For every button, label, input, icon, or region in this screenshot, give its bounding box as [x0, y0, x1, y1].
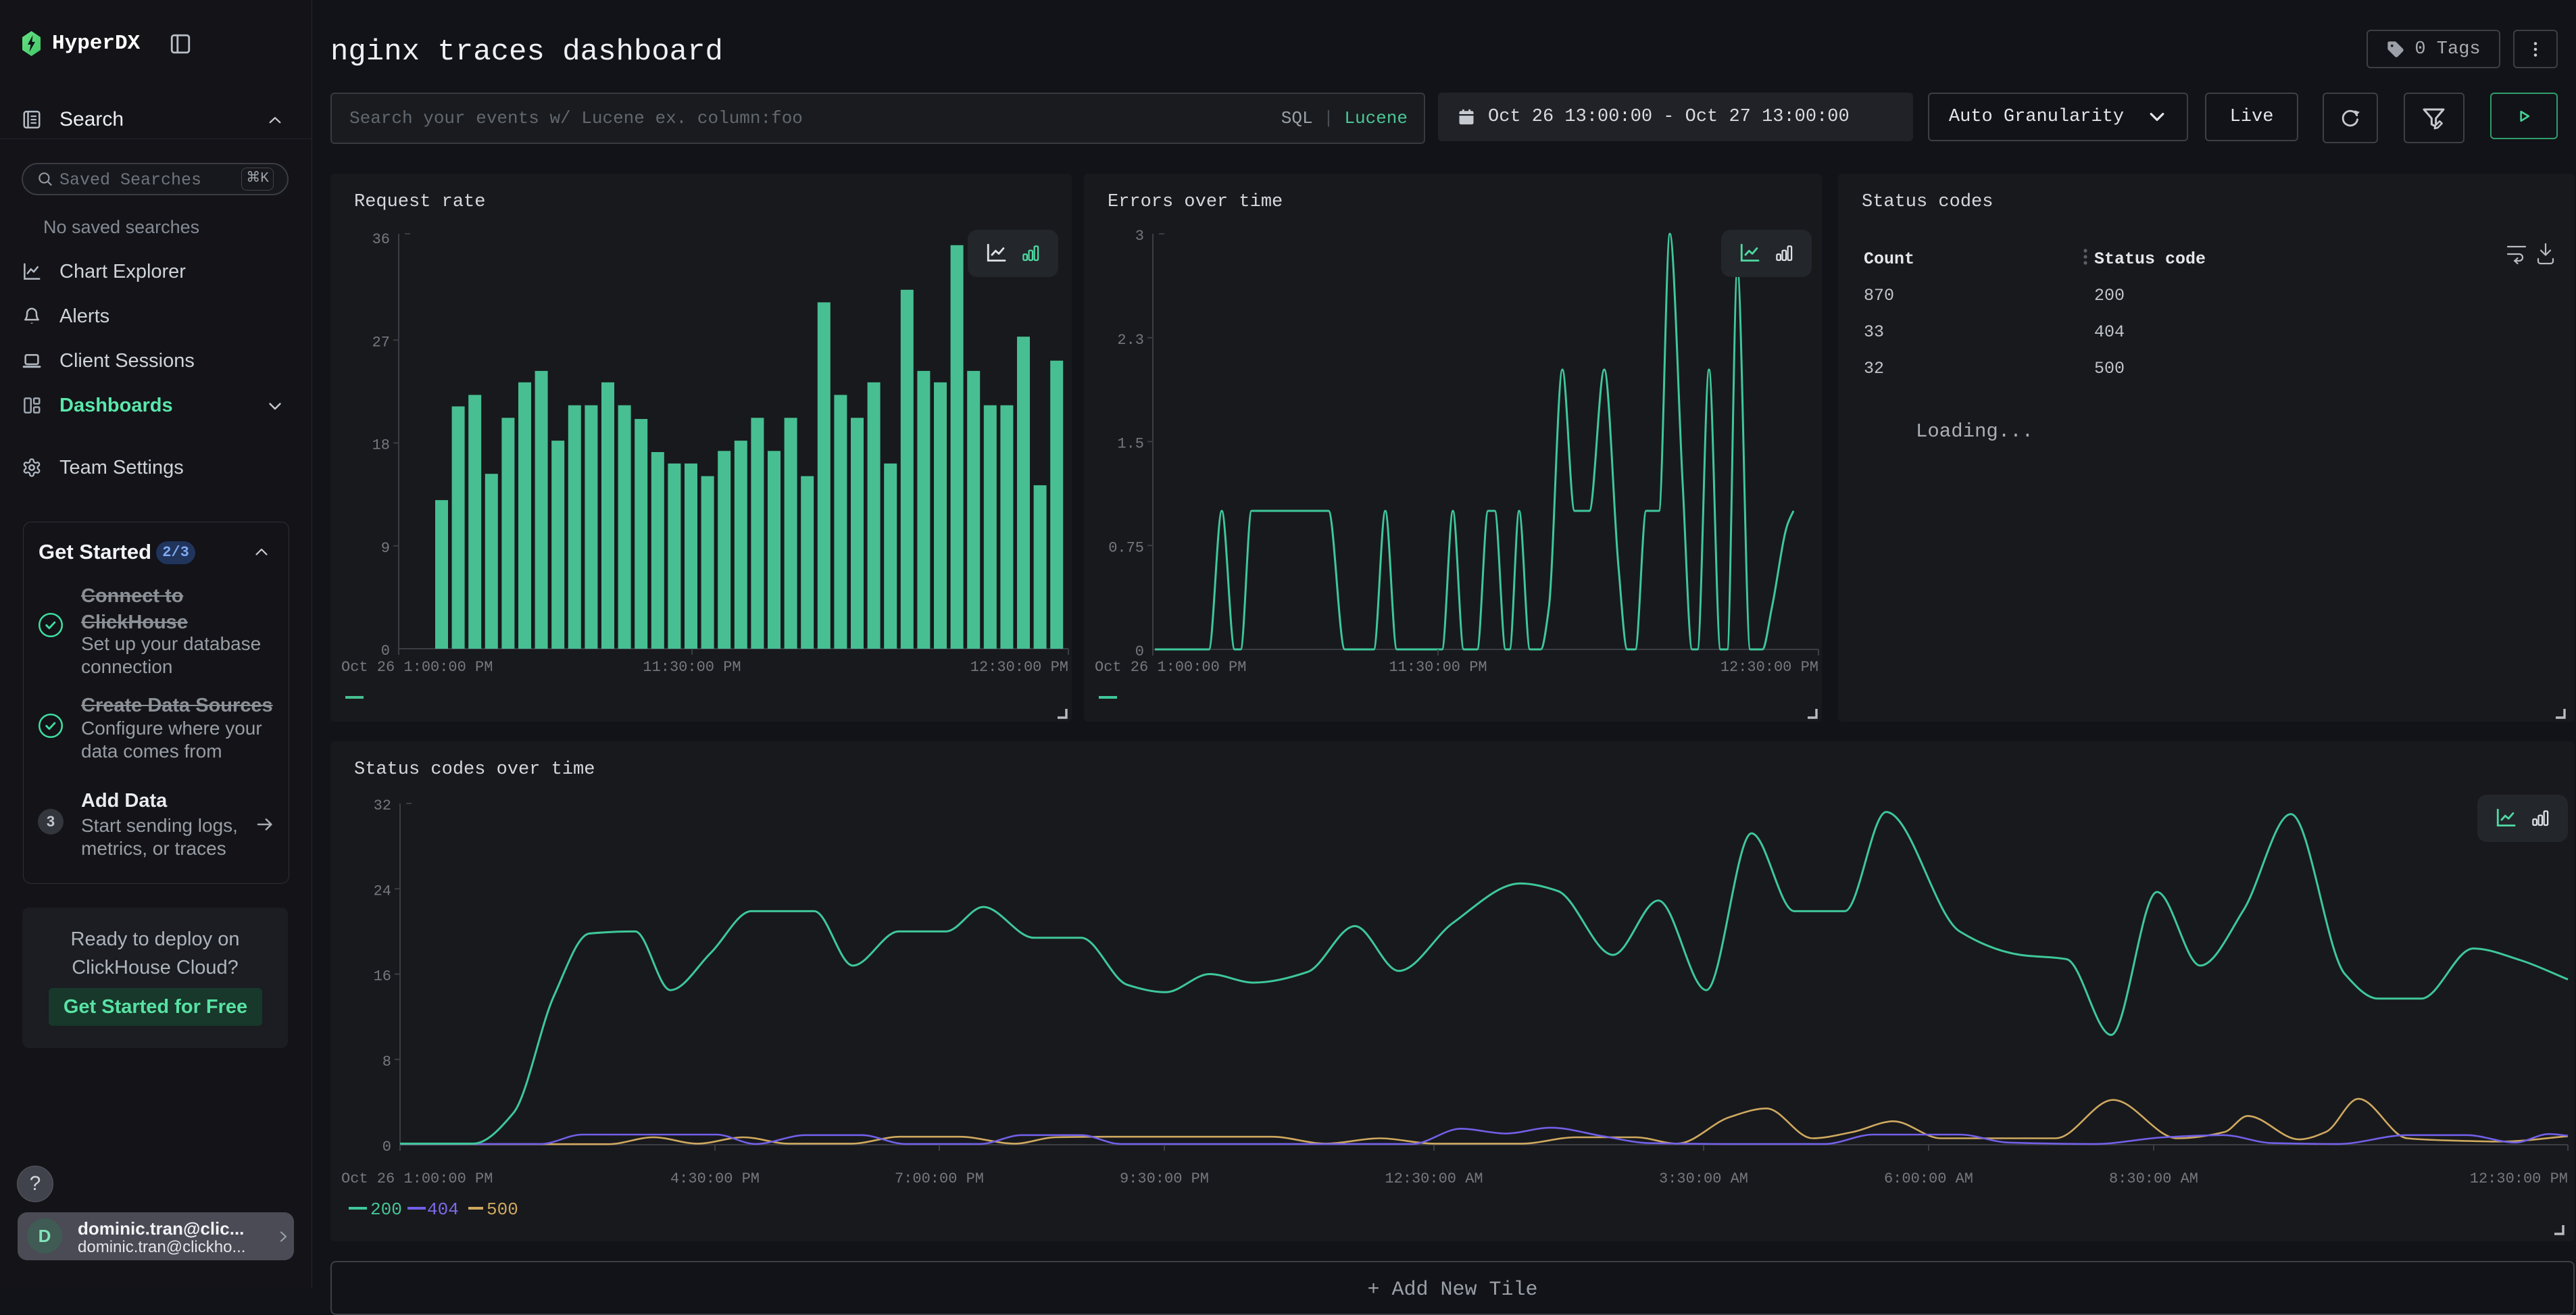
svg-text:6:00:00 AM: 6:00:00 AM: [1884, 1170, 1973, 1187]
svg-text:Oct 26 1:00:00 PM: Oct 26 1:00:00 PM: [1095, 659, 1246, 676]
svg-text:Count: Count: [1864, 249, 1914, 269]
svg-text:0: 0: [382, 1139, 391, 1156]
svg-text:24: 24: [374, 883, 391, 899]
svg-text:11:30:00 PM: 11:30:00 PM: [1389, 659, 1487, 676]
svg-text:16: 16: [374, 968, 391, 985]
svg-text:12:30:00 PM: 12:30:00 PM: [2470, 1170, 2568, 1187]
svg-text:Oct 26 1:00:00 PM: Oct 26 1:00:00 PM: [341, 1170, 493, 1187]
svg-text:11:30:00 PM: 11:30:00 PM: [643, 659, 741, 676]
svg-text:12:30:00 PM: 12:30:00 PM: [970, 659, 1068, 676]
svg-text:Status code: Status code: [2094, 249, 2206, 269]
svg-text:404: 404: [427, 1199, 459, 1220]
svg-text:200: 200: [2094, 286, 2125, 305]
svg-text:200: 200: [370, 1199, 402, 1220]
svg-text:18: 18: [372, 437, 390, 454]
svg-text:500: 500: [487, 1199, 518, 1220]
svg-text:8:30:00 AM: 8:30:00 AM: [2109, 1170, 2198, 1187]
svg-text:12:30:00 PM: 12:30:00 PM: [1720, 659, 1818, 676]
svg-text:0: 0: [1135, 643, 1144, 660]
svg-text:36: 36: [372, 231, 390, 248]
svg-text:3: 3: [1135, 228, 1144, 245]
svg-text:0.75: 0.75: [1108, 539, 1144, 556]
svg-text:9:30:00 PM: 9:30:00 PM: [1120, 1170, 1209, 1187]
svg-text:32: 32: [1864, 359, 1884, 378]
svg-text:404: 404: [2094, 322, 2125, 342]
svg-text:33: 33: [1864, 322, 1884, 342]
svg-text:870: 870: [1864, 286, 1894, 305]
svg-text:4:30:00 PM: 4:30:00 PM: [670, 1170, 760, 1187]
svg-text:7:00:00 PM: 7:00:00 PM: [895, 1170, 984, 1187]
svg-text:Loading...: Loading...: [1916, 420, 2033, 443]
svg-text:27: 27: [372, 334, 390, 351]
svg-text:500: 500: [2094, 359, 2125, 378]
svg-text:9: 9: [381, 540, 390, 557]
svg-text:Oct 26 1:00:00 PM: Oct 26 1:00:00 PM: [341, 659, 493, 676]
svg-text:3:30:00 AM: 3:30:00 AM: [1659, 1170, 1748, 1187]
svg-text:2.3: 2.3: [1117, 332, 1144, 349]
svg-text:12:30:00 AM: 12:30:00 AM: [1385, 1170, 1483, 1187]
svg-text:0: 0: [381, 643, 390, 660]
svg-text:1.5: 1.5: [1117, 436, 1144, 453]
svg-text:32: 32: [374, 797, 391, 814]
svg-text:8: 8: [382, 1053, 391, 1070]
